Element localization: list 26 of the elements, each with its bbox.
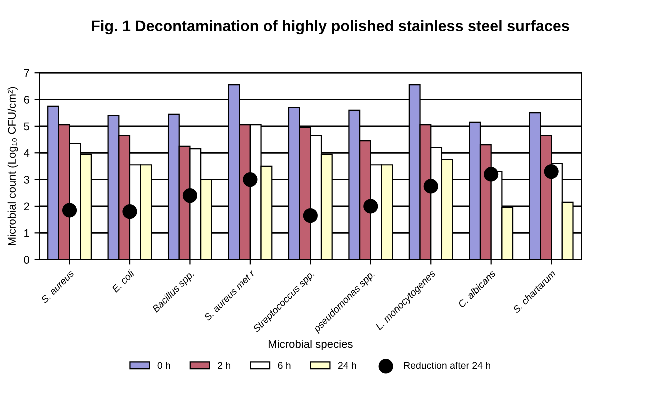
legend-label: 0 h [158, 362, 170, 370]
y-axis-title: Microbial count (Log₁₀ CFU/cm²) [8, 87, 18, 246]
y-tick-label: 2 [24, 202, 30, 211]
y-tick-label: 5 [24, 122, 30, 131]
point [544, 164, 559, 180]
y-tick-label: 7 [24, 69, 30, 78]
point [303, 208, 318, 224]
legend-label: Reduction after 24 h [404, 362, 490, 370]
point [484, 167, 499, 182]
y-tick-label: 3 [24, 176, 30, 184]
x-axis-title: Microbial species [268, 340, 353, 350]
y-tick-label: 6 [24, 96, 30, 104]
y-tick-label: 4 [24, 150, 30, 158]
legend-label: 6 h [278, 362, 291, 370]
point [62, 203, 78, 218]
y-tick-label: 0 [24, 256, 30, 264]
point [243, 172, 258, 188]
x-tick-label: E. coli [111, 269, 136, 294]
point [122, 204, 138, 220]
legend-label: 24 h [338, 362, 356, 370]
point [424, 179, 438, 194]
point [364, 199, 378, 214]
chart-title: Fig. 1 Decontamination of highly polished stainless steel surfaces [92, 20, 570, 35]
y-tick-label: 1 [24, 230, 30, 238]
legend-label: 2 h [218, 362, 231, 370]
point [182, 188, 198, 204]
